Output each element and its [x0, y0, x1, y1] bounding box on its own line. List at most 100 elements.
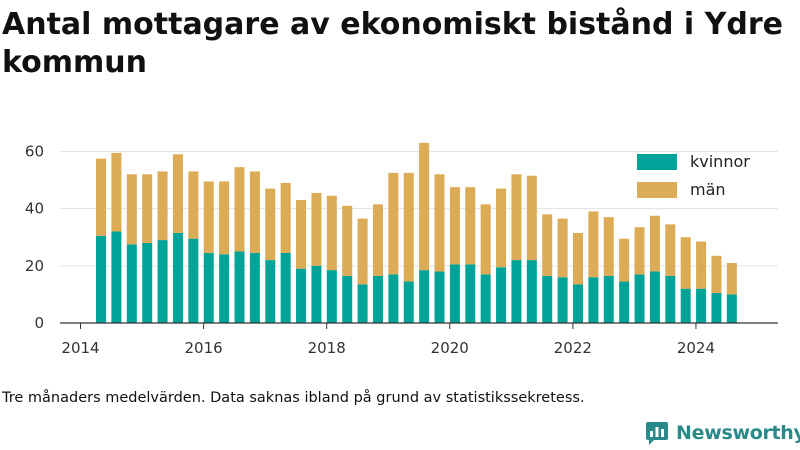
bar-kvinnor — [172, 232, 183, 323]
bar-man — [172, 154, 183, 233]
newsworthy-logo-icon — [646, 422, 668, 445]
bar-kvinnor — [96, 235, 107, 323]
bar-kvinnor — [465, 264, 476, 323]
bar-man — [280, 182, 291, 253]
bar-man — [726, 262, 737, 295]
brand-name: Newsworthy — [676, 422, 800, 444]
bar-kvinnor — [603, 275, 614, 323]
bar-kvinnor — [588, 277, 599, 323]
bar-man — [480, 204, 491, 275]
legend-swatch — [637, 154, 677, 170]
bar-kvinnor — [726, 294, 737, 323]
bar-man — [342, 205, 353, 276]
bar-man — [588, 211, 599, 278]
y-tick-label: 40 — [25, 200, 44, 218]
bar-man — [357, 218, 368, 285]
bar-kvinnor — [357, 284, 368, 323]
bar-kvinnor — [572, 284, 583, 323]
bar-kvinnor — [480, 274, 491, 323]
bar-kvinnor — [142, 242, 153, 323]
bar-kvinnor — [111, 231, 122, 323]
x-tick-label: 2022 — [554, 339, 592, 357]
y-tick-label: 20 — [25, 257, 44, 275]
y-tick-label: 0 — [34, 314, 44, 332]
bar-kvinnor — [696, 288, 707, 323]
x-tick-label: 2018 — [308, 339, 346, 357]
bar-man — [326, 195, 337, 271]
x-tick-label: 2014 — [61, 339, 99, 357]
bar-kvinnor — [542, 275, 553, 323]
y-axis-labels: 0 20 40 60 — [25, 142, 44, 332]
bar-kvinnor — [619, 281, 630, 323]
bar-kvinnor — [126, 244, 137, 323]
bar-man — [96, 158, 107, 236]
bar-kvinnor — [403, 281, 414, 323]
bar-kvinnor — [680, 288, 691, 323]
brand[interactable]: Newsworthy — [645, 420, 800, 446]
chart-title: Antal mottagare av ekonomiskt bistånd i … — [2, 7, 783, 80]
bar-man — [511, 174, 522, 261]
y-tick-label: 60 — [25, 142, 44, 160]
legend-label: kvinnor — [690, 152, 750, 171]
bar-kvinnor — [419, 270, 430, 323]
x-axis: 2014 2016 2018 2020 2022 2024 — [60, 322, 778, 357]
bar-kvinnor — [203, 252, 214, 323]
bar-kvinnor — [157, 240, 168, 323]
x-tick-label: 2016 — [185, 339, 223, 357]
bar-man — [296, 200, 307, 269]
bar-man — [234, 167, 245, 252]
bar-man — [542, 214, 553, 276]
bar-kvinnor — [388, 274, 399, 323]
bar-kvinnor — [219, 254, 230, 324]
bar-kvinnor — [234, 251, 245, 323]
bar-man — [603, 217, 614, 276]
x-tick-label: 2020 — [431, 339, 469, 357]
bar-kvinnor — [634, 274, 645, 323]
legend-swatch — [637, 182, 677, 198]
bar-chart: 2014 2016 2018 2020 2022 2024 0 20 40 60 kvinnor… — [25, 142, 778, 357]
bar-man — [203, 181, 214, 253]
bar-man — [126, 174, 137, 245]
bar-man — [111, 152, 122, 232]
bar-man — [557, 218, 568, 278]
bar-kvinnor — [557, 277, 568, 323]
bar-kvinnor — [511, 260, 522, 323]
bar-man — [434, 174, 445, 272]
bar-man — [188, 171, 199, 239]
bar-man — [311, 192, 322, 266]
bar-kvinnor — [326, 270, 337, 323]
bar-kvinnor — [342, 275, 353, 323]
bar-man — [372, 204, 383, 276]
bar-man — [711, 255, 722, 293]
bar-man — [142, 174, 153, 243]
bar-man — [249, 171, 260, 253]
bar-man — [526, 175, 537, 261]
bar-kvinnor — [280, 252, 291, 323]
bar-man — [419, 142, 430, 271]
bar-kvinnor — [188, 238, 199, 323]
bar-kvinnor — [449, 264, 460, 323]
legend-label: män — [690, 180, 726, 199]
bars — [96, 142, 737, 324]
legend: kvinnor män — [637, 152, 750, 199]
bar-kvinnor — [526, 260, 537, 323]
bar-man — [403, 172, 414, 282]
x-tick-label: 2024 — [677, 339, 715, 357]
bar-kvinnor — [311, 265, 322, 323]
bar-kvinnor — [665, 275, 676, 323]
footnote: Tre månaders medelvärden. Data saknas ib… — [2, 390, 585, 406]
bar-kvinnor — [296, 268, 307, 323]
bar-man — [634, 227, 645, 275]
bar-man — [219, 181, 230, 255]
bar-man — [619, 238, 630, 282]
bar-kvinnor — [249, 252, 260, 323]
bar-kvinnor — [372, 275, 383, 323]
bar-man — [680, 237, 691, 289]
bar-man — [157, 171, 168, 241]
bar-man — [696, 241, 707, 289]
bar-man — [465, 187, 476, 265]
bar-kvinnor — [496, 267, 507, 323]
bar-man — [496, 188, 507, 268]
bar-man — [388, 172, 399, 275]
bar-kvinnor — [649, 271, 660, 323]
